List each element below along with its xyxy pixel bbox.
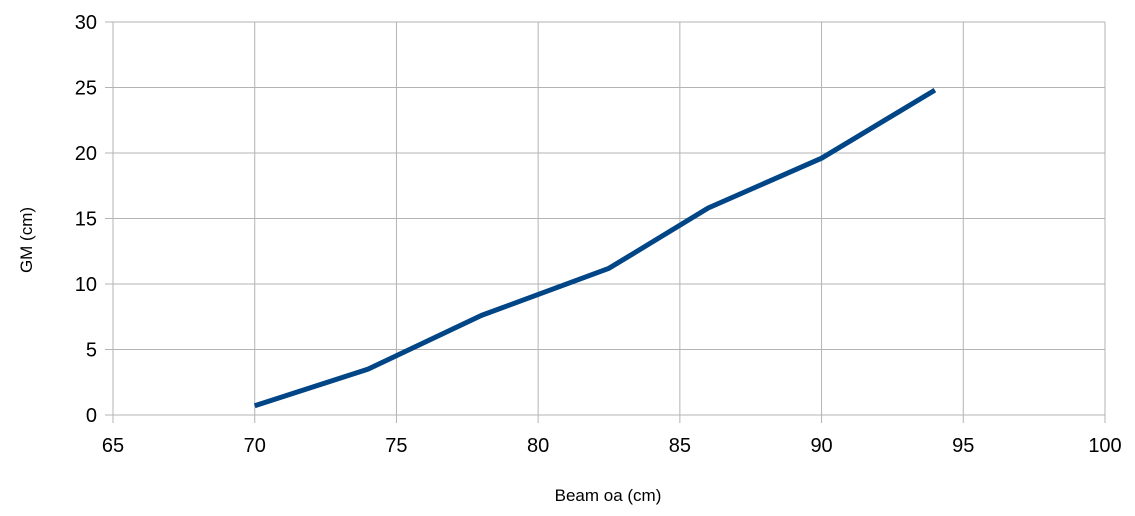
x-tick-label: 75 — [385, 435, 407, 457]
series-group — [253, 87, 937, 409]
grid — [112, 21, 1106, 416]
x-tick-label: 70 — [244, 435, 266, 457]
series-line-1 — [253, 87, 937, 409]
y-axis-label: GM (cm) — [17, 207, 36, 273]
y-tick-label: 10 — [75, 274, 97, 296]
y-tick-label: 0 — [86, 405, 97, 427]
x-tick-label: 80 — [527, 435, 549, 457]
x-axis-label: Beam oa (cm) — [555, 486, 662, 505]
x-tick-label: 90 — [810, 435, 832, 457]
y-tick-label: 20 — [75, 143, 97, 165]
x-tick-label: 100 — [1088, 435, 1121, 457]
y-tick-label: 5 — [86, 340, 97, 362]
x-tick-label: 95 — [952, 435, 974, 457]
y-tick-label: 25 — [75, 78, 97, 100]
y-axis-ticks: 0 5 10 15 20 25 30 — [75, 12, 113, 427]
y-tick-label: 15 — [75, 209, 97, 231]
y-tick-label: 30 — [75, 12, 97, 34]
x-tick-label: 65 — [102, 435, 124, 457]
x-axis-ticks: 65 70 75 80 85 90 95 100 — [102, 415, 1122, 457]
x-tick-label: 85 — [669, 435, 691, 457]
